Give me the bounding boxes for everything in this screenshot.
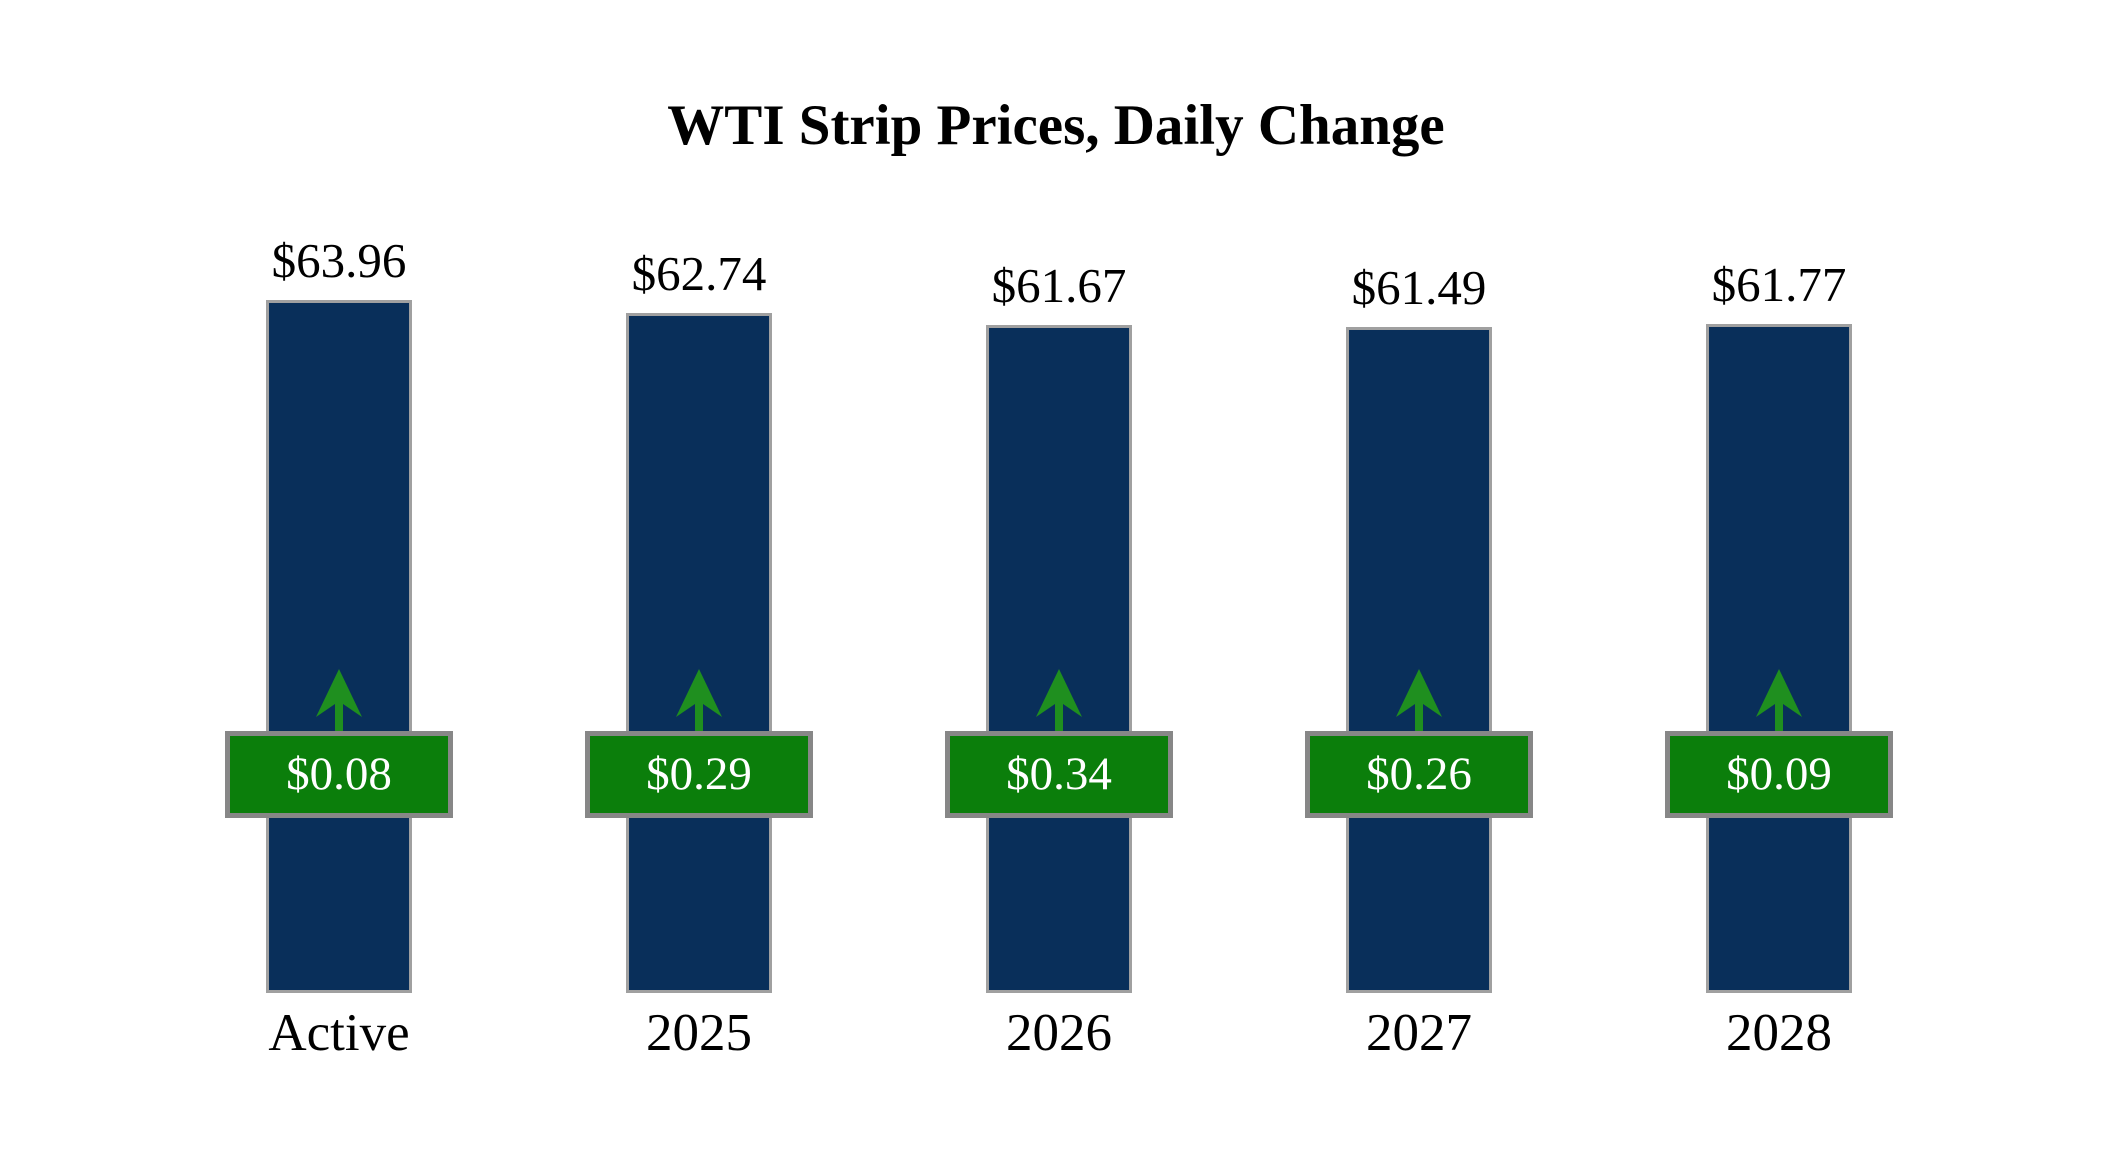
change-badge: $0.08 [225,731,453,818]
price-label: $63.96 [271,233,407,288]
up-arrow-icon [1036,669,1082,732]
price-label: $62.74 [631,246,767,301]
change-badge: $0.34 [945,731,1173,818]
category-label: 2026 [1006,1004,1112,1062]
change-label: $0.34 [1006,748,1112,800]
up-arrow-icon [676,669,722,732]
price-bar [986,325,1132,993]
up-arrow-icon [1396,669,1442,732]
price-label: $61.49 [1351,260,1487,315]
price-bar [1706,324,1852,993]
change-badge: $0.26 [1305,731,1533,818]
price-bar [1346,327,1492,993]
category-label: Active [268,1004,410,1062]
chart-title: WTI Strip Prices, Daily Change [667,94,1445,157]
change-badge: $0.09 [1665,731,1893,818]
price-bar [266,300,412,993]
category-label: 2027 [1366,1004,1472,1062]
change-label: $0.29 [646,748,752,800]
up-arrow-icon [316,669,362,732]
category-label: 2028 [1726,1004,1832,1062]
category-label: 2025 [646,1004,752,1062]
price-label: $61.67 [991,258,1127,313]
price-bar [626,313,772,993]
change-label: $0.08 [286,748,392,800]
up-arrow-icon [1756,669,1802,732]
change-label: $0.09 [1726,748,1832,800]
change-badge: $0.29 [585,731,813,818]
price-label: $61.77 [1711,257,1847,312]
change-label: $0.26 [1366,748,1472,800]
